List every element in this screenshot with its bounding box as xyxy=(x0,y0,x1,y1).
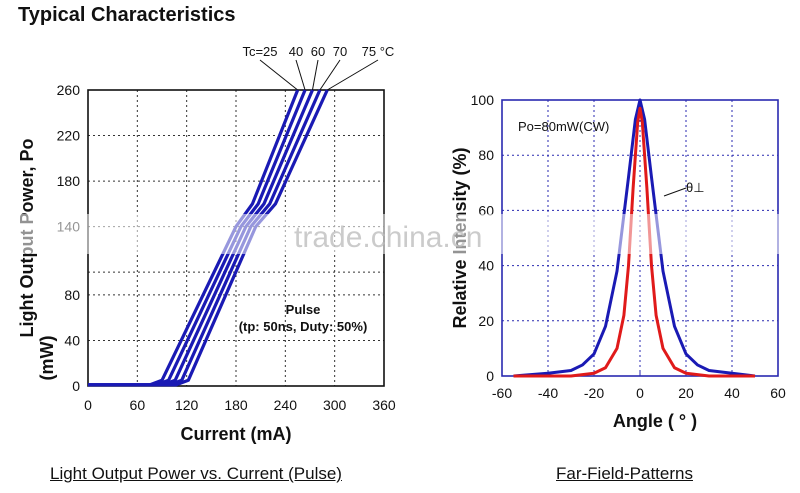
left-chart-caption: Light Output Power vs. Current (Pulse) xyxy=(50,464,342,483)
left-y-tick-label: 220 xyxy=(57,128,81,144)
right-chart-grid xyxy=(501,100,779,376)
left-y-tick-label: 80 xyxy=(64,287,80,303)
left-y-tick-label: 40 xyxy=(64,332,80,348)
left-x-tick-label: 240 xyxy=(274,397,298,413)
left-x-tick-label: 180 xyxy=(224,397,248,413)
right-chart-caption: Far-Field-Patterns xyxy=(556,464,693,483)
pulse-label: Pulse xyxy=(286,302,321,317)
left-x-tick-label: 60 xyxy=(130,397,146,413)
right-chart-x-label: Angle ( ° ) xyxy=(613,411,697,431)
left-x-tick-label: 300 xyxy=(323,397,347,413)
left-series-line-75 xyxy=(88,89,329,387)
temperature-label: 60 xyxy=(311,44,325,59)
left-chart-y-label-2: (mW) xyxy=(37,336,57,381)
right-x-tick-label: 20 xyxy=(678,385,694,401)
temperature-leader-line xyxy=(327,59,379,91)
right-y-tick-label: 0 xyxy=(486,368,494,384)
right-y-tick-label: 100 xyxy=(471,92,495,108)
watermark: trade.china.cn xyxy=(294,221,482,254)
left-y-tick-label: 180 xyxy=(57,173,81,189)
right-y-tick-label: 20 xyxy=(478,313,494,329)
temperature-label: 70 xyxy=(333,44,347,59)
power-annotation: Po=80mW(CW) xyxy=(518,119,609,134)
temperature-leader-line xyxy=(295,59,306,91)
temperature-leader-line xyxy=(259,59,298,91)
temperature-label: Tc=25 xyxy=(242,44,277,59)
temperature-label: 75 °C xyxy=(362,44,395,59)
watermark-band xyxy=(0,214,800,254)
left-chart-series xyxy=(88,89,329,387)
temperature-leader-line xyxy=(319,59,341,91)
right-x-tick-label: 0 xyxy=(636,385,644,401)
right-y-tick-label: 80 xyxy=(478,147,494,163)
right-x-tick-label: 40 xyxy=(724,385,740,401)
right-chart-series xyxy=(513,98,756,378)
right-x-tick-label: 60 xyxy=(770,385,786,401)
left-chart-x-label: Current (mA) xyxy=(181,424,292,444)
pulse-sub-label: (tp: 50ns, Duty: 50%) xyxy=(239,319,368,334)
left-y-tick-label: 260 xyxy=(57,82,81,98)
right-x-tick-label: -40 xyxy=(538,385,558,401)
far-field-chart: -60 -40 -20 0 20 40 60 0 20 40 60 80 100 Angle ( ° … xyxy=(450,92,786,431)
left-x-tick-label: 360 xyxy=(372,397,396,413)
right-series-line-0 xyxy=(513,98,756,378)
left-chart-x-ticks: 0 60 120 180 240 300 360 xyxy=(84,397,396,413)
left-x-tick-label: 120 xyxy=(175,397,199,413)
temperature-label: 40 xyxy=(289,44,303,59)
left-y-tick-label: 0 xyxy=(72,378,80,394)
right-x-tick-label: -20 xyxy=(584,385,604,401)
right-series-line-1 xyxy=(513,106,755,378)
right-y-tick-label: 40 xyxy=(478,258,494,274)
left-x-tick-label: 0 xyxy=(84,397,92,413)
theta-label: θ⊥ xyxy=(686,180,705,195)
temperature-labels: Tc=25 40 60 70 75 °C xyxy=(242,44,395,91)
right-chart-x-ticks: -60 -40 -20 0 20 40 60 xyxy=(492,385,786,401)
right-x-tick-label: -60 xyxy=(492,385,512,401)
temperature-leader-line xyxy=(311,59,319,91)
theta-leader-line xyxy=(663,187,687,197)
page-title: Typical Characteristics xyxy=(18,4,236,26)
